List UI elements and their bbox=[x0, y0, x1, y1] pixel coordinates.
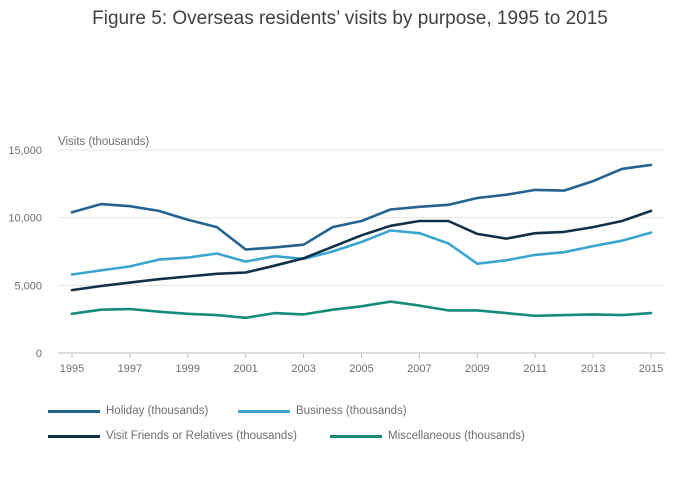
x-tick-label: 1999 bbox=[176, 363, 200, 375]
x-tick-label: 2009 bbox=[465, 363, 489, 375]
x-tick-label: 2015 bbox=[639, 363, 663, 375]
y-tick-label: 10,000 bbox=[8, 213, 42, 225]
legend-swatch bbox=[238, 409, 290, 413]
x-tick-label: 2007 bbox=[407, 363, 431, 375]
legend-label: Miscellaneous (thousands) bbox=[388, 430, 525, 442]
y-tick-label: 5,000 bbox=[14, 280, 42, 292]
y-axis-ticks: 0 5,000 10,000 15,000 bbox=[8, 145, 42, 360]
legend-item[interactable]: Business (thousands) bbox=[238, 405, 407, 417]
y-tick-label: 15,000 bbox=[8, 145, 42, 157]
series-lines bbox=[70, 163, 653, 320]
series-line-0 bbox=[70, 163, 653, 251]
legend-item[interactable]: Holiday (thousands) bbox=[48, 405, 208, 417]
x-tick-label: 1995 bbox=[60, 363, 84, 375]
legend-swatch bbox=[48, 409, 100, 413]
series-line-1 bbox=[70, 229, 653, 276]
series-line-2 bbox=[70, 209, 653, 292]
y-tick-label: 0 bbox=[36, 348, 42, 360]
x-tick-label: 2005 bbox=[349, 363, 373, 375]
gridlines bbox=[58, 149, 665, 354]
x-tick-label: 2003 bbox=[291, 363, 315, 375]
x-tick-label: 2011 bbox=[523, 363, 547, 375]
legend-label: Business (thousands) bbox=[296, 405, 407, 417]
chart-title: Figure 5: Overseas residents’ visits by … bbox=[92, 8, 608, 29]
legend-item[interactable]: Visit Friends or Relatives (thousands) bbox=[48, 430, 297, 442]
series-line-3 bbox=[70, 300, 653, 320]
legend-label: Holiday (thousands) bbox=[106, 405, 209, 417]
x-tick-label: 2001 bbox=[233, 363, 257, 375]
legend-item[interactable]: Miscellaneous (thousands) bbox=[330, 430, 525, 442]
legend-swatch bbox=[48, 434, 100, 438]
x-tick-label: 1997 bbox=[118, 363, 142, 375]
x-axis-ticks: 1995 1997 1999 2001 2003 2005 2007 2009 2011 2013… bbox=[60, 353, 663, 375]
y-axis-label: Visits (thousands) bbox=[58, 136, 149, 148]
legend-label: Visit Friends or Relatives (thousands) bbox=[106, 430, 297, 442]
legend-swatch bbox=[330, 434, 382, 438]
x-tick-label: 2013 bbox=[581, 363, 605, 375]
